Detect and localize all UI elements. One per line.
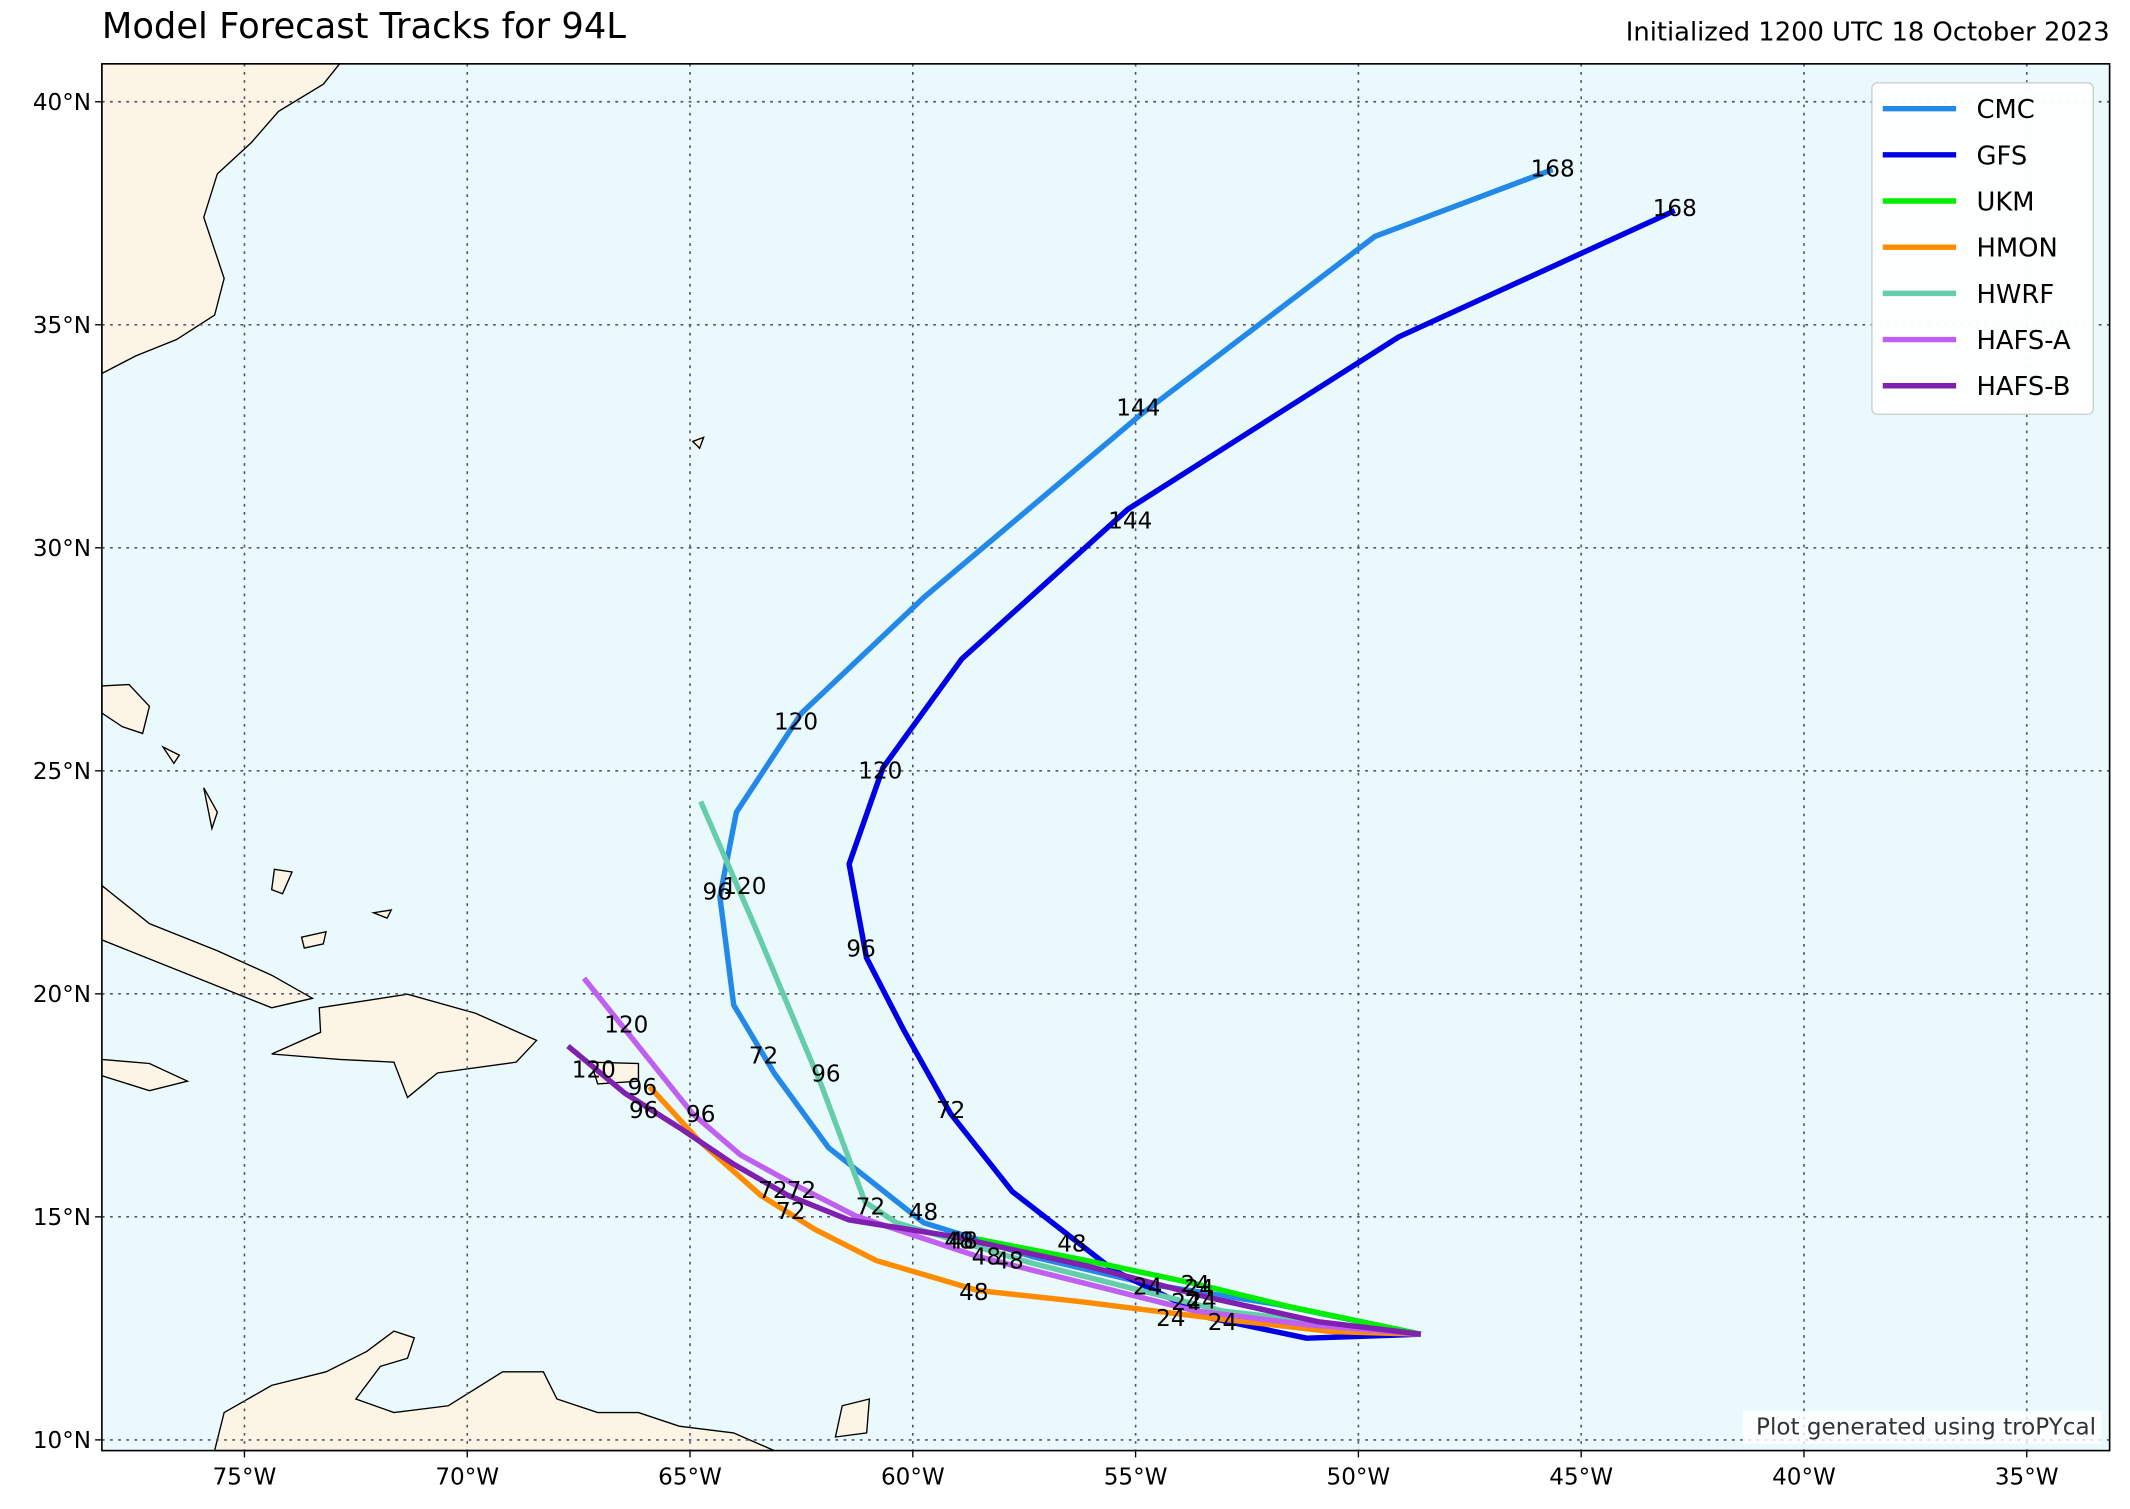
x-tick-label: 55°W <box>1104 1465 1168 1491</box>
hour-label: 168 <box>1531 156 1575 182</box>
y-tick-label: 35°N <box>33 313 91 339</box>
hour-label: 96 <box>811 1061 840 1087</box>
track-line <box>566 1043 1422 1337</box>
hour-label: 48 <box>1057 1231 1086 1257</box>
hour-label: 24 <box>1171 1290 1200 1316</box>
ocean <box>101 63 2110 1451</box>
hour-label: 144 <box>1116 395 1160 421</box>
hour-label: 120 <box>722 874 766 900</box>
x-tick-label: 40°W <box>1772 1465 1836 1491</box>
y-tick-label: 10°N <box>33 1428 91 1454</box>
track-line <box>647 1084 1421 1337</box>
hour-label: 72 <box>856 1194 885 1220</box>
hour-label: 48 <box>994 1249 1023 1275</box>
hour-label: 168 <box>1653 196 1697 222</box>
y-tick-label: 40°N <box>33 90 91 116</box>
legend-label: HAFS-B <box>1976 372 2070 402</box>
land <box>101 63 871 1452</box>
x-tick-label: 45°W <box>1549 1465 1613 1491</box>
hispaniola <box>271 993 538 1099</box>
hour-label: 24 <box>1156 1306 1185 1332</box>
hour-label: 24 <box>1187 1288 1216 1314</box>
legend-label: UKM <box>1976 188 2034 218</box>
legend-label: HWRF <box>1976 280 2054 310</box>
track-line <box>581 976 1421 1337</box>
hour-label: 120 <box>774 709 818 735</box>
hour-label: 72 <box>776 1199 805 1225</box>
hour-label: 96 <box>629 1098 658 1124</box>
hour-label: 96 <box>846 936 875 962</box>
track-line <box>698 800 1422 1337</box>
islands <box>161 436 705 949</box>
plot-frame <box>101 63 2111 1452</box>
hour-label: 48 <box>948 1229 977 1255</box>
credit-box <box>1742 1411 2102 1444</box>
trinidad <box>834 1398 871 1438</box>
us-coast <box>101 63 342 375</box>
legend-label: HAFS-A <box>1976 326 2071 356</box>
hour-label: 72 <box>787 1178 816 1204</box>
hour-label: 72 <box>936 1098 965 1124</box>
x-tick-label: 50°W <box>1327 1465 1391 1491</box>
hour-label: 96 <box>703 879 732 905</box>
x-tick-label: 75°W <box>213 1465 277 1491</box>
hour-label: 24 <box>1208 1310 1237 1336</box>
y-tick-label: 15°N <box>33 1205 91 1231</box>
y-tick-label: 25°N <box>33 759 91 785</box>
chart-title: Model Forecast Tracks for 94L <box>102 6 626 47</box>
credit: Plot generated using troPYcal <box>1756 1414 2096 1440</box>
hour-label: 72 <box>758 1178 787 1204</box>
legend-label: HMON <box>1976 234 2057 264</box>
hour-label: 48 <box>909 1200 938 1226</box>
hour-label: 72 <box>749 1044 778 1070</box>
hour-label: 120 <box>604 1012 648 1038</box>
x-tick-label: 65°W <box>658 1465 722 1491</box>
hour-label: 96 <box>628 1075 657 1101</box>
y-tick-label: 30°N <box>33 536 91 562</box>
south-america <box>213 1330 775 1452</box>
chart-subtitle: Initialized 1200 UTC 18 October 2023 <box>1626 18 2110 48</box>
hour-label: 24 <box>1133 1275 1162 1301</box>
legend-box <box>1871 82 2095 415</box>
hour-label: 48 <box>944 1229 973 1255</box>
y-tick-label: 20°N <box>33 982 91 1008</box>
track-line <box>977 1236 1422 1337</box>
hour-label: 48 <box>972 1245 1001 1271</box>
legend-label: GFS <box>1976 141 2027 171</box>
hour-label: 120 <box>572 1057 616 1083</box>
x-tick-label: 60°W <box>881 1465 945 1491</box>
hour-label: 120 <box>858 759 902 785</box>
x-tick-label: 35°W <box>1995 1465 2059 1491</box>
x-tick-label: 70°W <box>435 1465 499 1491</box>
hour-label: 96 <box>686 1102 715 1128</box>
hour-label: 24 <box>1185 1276 1214 1302</box>
cuba <box>101 884 315 1009</box>
hour-label: 24 <box>1181 1272 1210 1298</box>
legend-label: CMC <box>1976 95 2034 125</box>
hour-label: 48 <box>959 1280 988 1306</box>
track-line <box>717 167 1554 1337</box>
hour-label: 144 <box>1108 508 1152 534</box>
